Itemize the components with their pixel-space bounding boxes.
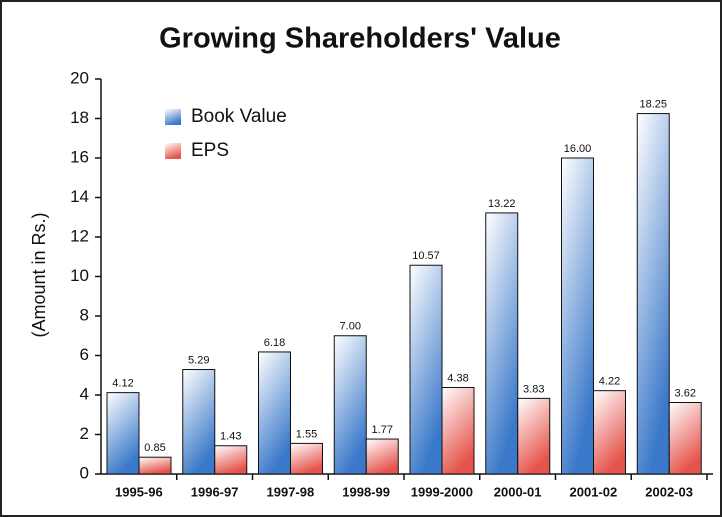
x-tick-label: 1999-2000 [411,484,473,499]
x-tick-label: 1998-99 [342,484,390,499]
value-label: 6.18 [264,337,285,349]
bar [365,438,399,475]
x-tick-label: 1995-96 [115,484,163,499]
legend-label: Book Value [191,106,287,127]
value-label: 4.22 [599,376,620,388]
x-tick-label: 2000-01 [494,484,542,499]
x-tick-label: 1997-98 [267,484,315,499]
y-tick-label: 2 [80,424,89,443]
x-tick-label: 1996-97 [191,484,239,499]
bar [106,392,140,475]
y-tick-label: 10 [70,266,89,285]
bar [485,212,519,475]
y-tick-label: 14 [70,187,89,206]
chart-title: Growing Shareholders' Value [159,23,561,55]
y-tick-label: 12 [70,226,89,245]
x-tick-label: 2002-03 [645,484,693,499]
bar [258,351,291,475]
y-tick-label: 0 [80,463,89,482]
value-label: 0.85 [144,442,165,454]
legend-swatch [165,109,181,125]
bar [441,386,475,475]
bar [593,390,626,475]
legend-swatch [165,143,181,159]
bar [182,369,216,475]
bar [333,335,367,475]
bar [636,113,670,475]
bar [138,456,172,475]
value-label: 1.77 [372,424,393,436]
value-label: 13.22 [488,198,516,210]
bar [409,264,443,475]
value-label: 7.00 [340,321,361,333]
value-label: 10.57 [412,250,440,262]
y-tick-label: 6 [80,345,89,364]
value-label: 5.29 [188,354,209,366]
value-label: 3.62 [675,387,696,399]
value-label: 18.25 [639,98,667,110]
value-label: 16.00 [564,143,592,155]
value-label: 1.55 [296,428,317,440]
bar [561,157,594,475]
bar [517,397,551,475]
value-label: 3.83 [523,383,544,395]
legend-label: EPS [191,140,229,161]
bar [668,402,702,475]
y-tick-label: 8 [80,305,89,324]
y-tick-label: 20 [70,68,89,87]
bar [290,442,323,475]
value-label: 1.43 [220,431,241,443]
y-axis-label: (Amount in Rs.) [29,212,49,337]
bar [214,445,248,475]
y-tick-label: 16 [70,147,89,166]
value-label: 4.12 [112,378,133,390]
y-tick-label: 18 [70,108,89,127]
value-label: 4.38 [447,372,468,384]
x-tick-label: 2001-02 [570,484,618,499]
y-tick-label: 4 [80,384,89,403]
